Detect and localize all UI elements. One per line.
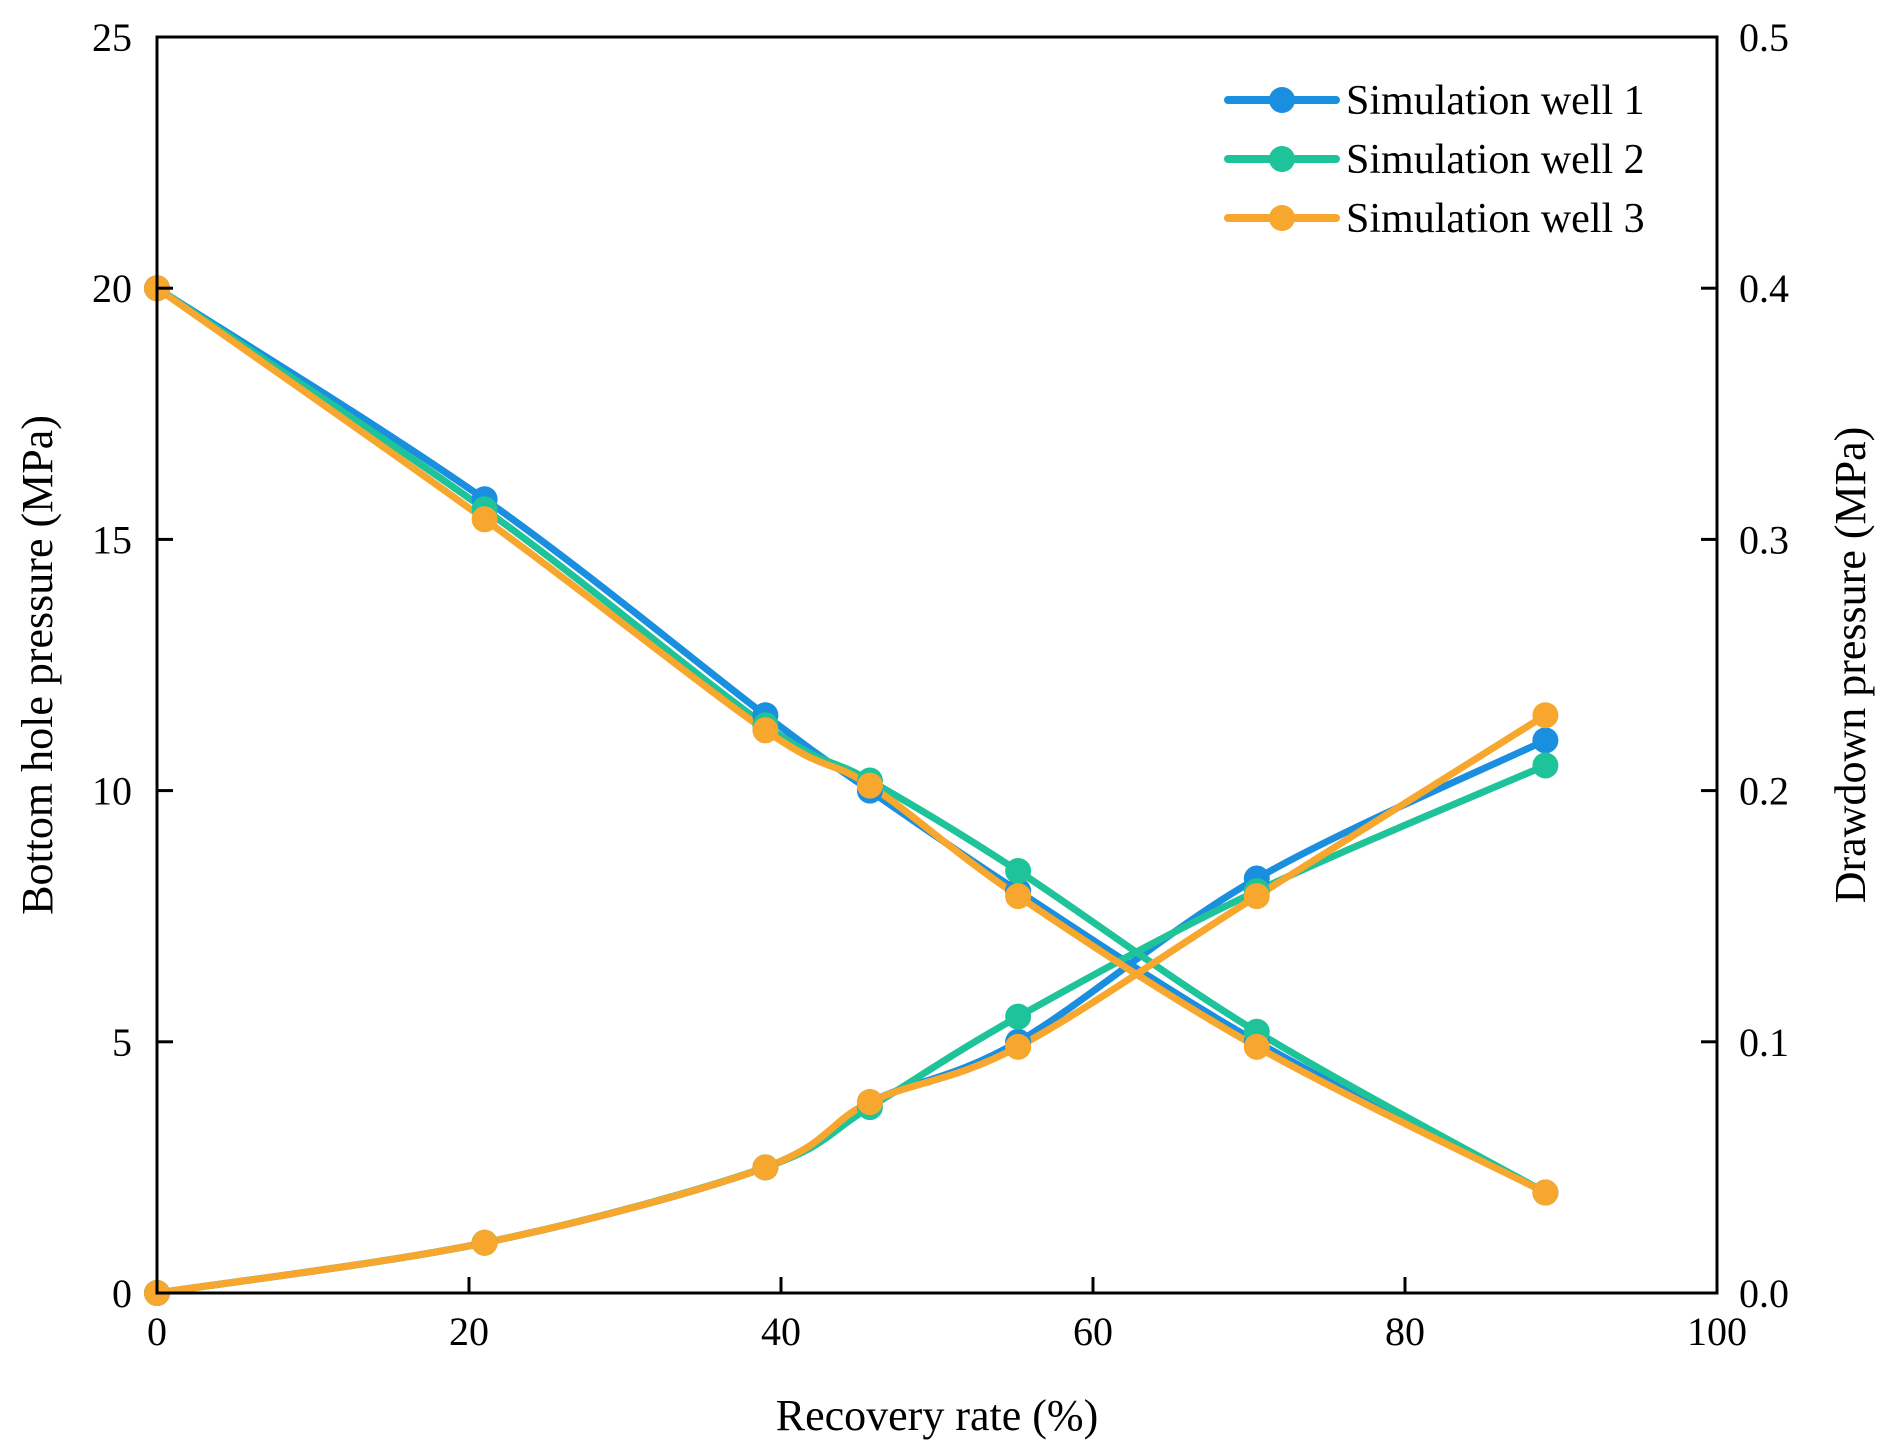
y-right-tick-label: 0.0 (1739, 1271, 1789, 1316)
legend-label-1: Simulation well 1 (1346, 78, 1645, 124)
legend: Simulation well 1 Simulation well 2 Simula… (1224, 78, 1645, 242)
x-tick-label: 100 (1687, 1309, 1747, 1354)
series-3-bottom-hole-pressure-point (1005, 883, 1032, 910)
series-2-drawdown-pressure-point (1005, 1003, 1032, 1030)
x-tick-label: 80 (1385, 1309, 1425, 1354)
x-tick-label: 0 (147, 1309, 167, 1354)
series-2-drawdown-pressure-point (1532, 752, 1559, 779)
axis-ticks: 0 20 40 60 80 100 0 5 10 15 20 25 0.0 0.1 0.2 0.3 0.4 0.5 (92, 15, 1789, 1354)
y-left-tick-label: 5 (112, 1020, 132, 1065)
series-3-drawdown-pressure-point (856, 1089, 883, 1116)
plot-frame (155, 35, 1719, 1295)
series-markers (144, 275, 1559, 1306)
legend-label-2: Simulation well 2 (1346, 137, 1645, 183)
y-right-axis-title: Drawdown pressure (MPa) (1826, 427, 1875, 904)
series-3-bottom-hole-pressure-point (471, 506, 498, 533)
y-left-tick-label: 10 (92, 769, 132, 814)
y-left-tick-label: 25 (92, 15, 132, 60)
x-tick-label: 20 (449, 1309, 489, 1354)
x-tick-label: 40 (761, 1309, 801, 1354)
y-left-tick-label: 20 (92, 266, 132, 311)
legend-marker-3 (1269, 205, 1295, 231)
y-right-tick-label: 0.1 (1739, 1020, 1789, 1065)
y-left-tick-label: 0 (112, 1271, 132, 1316)
y-right-tick-label: 0.3 (1739, 517, 1789, 562)
series-1-drawdown-pressure-point (1532, 727, 1559, 754)
y-right-tick-label: 0.2 (1739, 769, 1789, 814)
series-3-drawdown-pressure-point (1243, 883, 1270, 910)
series-3-bottom-hole-pressure-point (856, 772, 883, 799)
y-right-tick-label: 0.5 (1739, 15, 1789, 60)
series-3-bottom-hole-pressure-point (1532, 1179, 1559, 1206)
y-left-axis-title: Bottom hole pressure (MPa) (13, 415, 62, 915)
series-2-bottom-hole-pressure-point (1005, 857, 1032, 884)
x-axis-title: Recovery rate (%) (776, 1391, 1098, 1440)
x-tick-label: 60 (1073, 1309, 1113, 1354)
legend-marker-2 (1269, 146, 1295, 172)
series-3-drawdown-pressure-point (1005, 1033, 1032, 1060)
y-left-tick-label: 15 (92, 517, 132, 562)
series-3-drawdown-pressure-point (471, 1229, 498, 1256)
series-3-bottom-hole-pressure-point (1243, 1033, 1270, 1060)
y-right-tick-label: 0.4 (1739, 266, 1789, 311)
series-3-drawdown-pressure-point (752, 1154, 779, 1181)
legend-marker-1 (1269, 87, 1295, 113)
series-3-bottom-hole-pressure-point (752, 717, 779, 744)
legend-label-3: Simulation well 3 (1346, 196, 1645, 242)
series-3-drawdown-pressure-point (1532, 702, 1559, 729)
